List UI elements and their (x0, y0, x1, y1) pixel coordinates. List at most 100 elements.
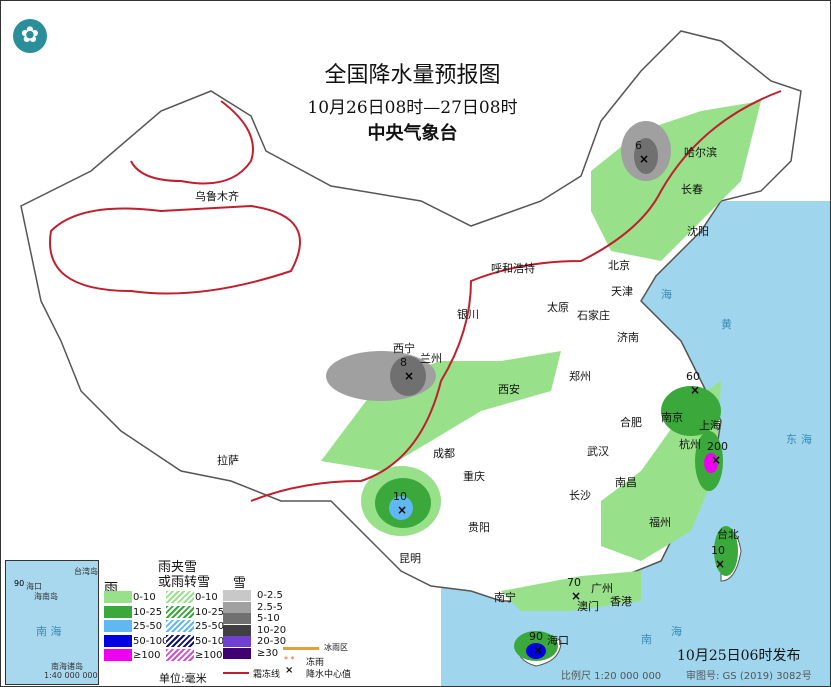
snow-range: 0-2.5 (257, 590, 283, 601)
sea-label: 海 (671, 625, 682, 638)
city-label: 长沙 (569, 489, 591, 502)
precip-center-value: 10 (711, 544, 725, 557)
rain-range: ≥100 (133, 650, 161, 661)
city-label: 海口 (547, 634, 569, 647)
sleet-swatch (166, 591, 194, 603)
sea-label: 东 (786, 433, 797, 446)
city-label: 福州 (649, 516, 671, 529)
city-label: 天津 (611, 285, 633, 298)
precip-center-value: 8 (400, 356, 407, 369)
inset-label: 台湾岛 (74, 567, 98, 576)
city-label: 银川 (457, 308, 479, 321)
city-label: 贵阳 (468, 521, 490, 534)
city-label: 南昌 (615, 476, 637, 489)
center-value-icon: × (285, 665, 294, 676)
city-label: 拉萨 (217, 454, 239, 467)
city-label: 南京 (661, 411, 683, 424)
scale: 比例尺 1:20 000 000 (561, 671, 662, 682)
precip-center-value: 90 (529, 630, 543, 643)
city-label: 武汉 (587, 445, 609, 458)
city-label: 香港 (610, 595, 632, 608)
city-label: 广州 (591, 582, 613, 595)
precip-center-icon: × (690, 383, 701, 397)
cma-logo-icon: ✿ (13, 19, 47, 53)
precip-center-value: 6 (635, 139, 642, 152)
city-label: 台北 (717, 528, 739, 541)
legend-snow-title: 雪 (233, 576, 247, 591)
city-label: 重庆 (463, 470, 485, 483)
precip-center-icon: × (397, 503, 408, 517)
precip-center-icon: × (533, 643, 544, 657)
rain-range: 10-25 (133, 606, 163, 618)
city-label: 石家庄 (577, 309, 610, 322)
rain-range: 50-100 (133, 635, 169, 647)
snow-range: 20-30 (257, 636, 287, 647)
precip-center-icon: × (711, 453, 722, 467)
city-label: 杭州 (679, 438, 701, 451)
city-label: 合肥 (620, 416, 642, 429)
city-label: 兰州 (420, 352, 442, 365)
inset-label: 南 海 (36, 625, 62, 638)
city-label: 太原 (547, 301, 569, 314)
city-label: 长春 (681, 183, 703, 196)
precip-center-icon: × (639, 152, 650, 166)
snow-swatch (223, 624, 251, 636)
snow-range: 2.5-5 (257, 601, 283, 613)
rain-range: 25-50 (133, 621, 163, 632)
snow-range: 10-20 (257, 624, 287, 636)
sleet-range: 25-50 (195, 621, 225, 632)
city-label: 北京 (608, 259, 630, 272)
rain-range: 0-10 (133, 592, 156, 603)
snow-range: ≥30 (257, 647, 279, 659)
inset-scale: 1:40 000 000 (44, 671, 98, 680)
snow-swatch (223, 590, 251, 601)
precip-center-icon: × (404, 369, 415, 383)
city-label: 上海 (699, 419, 721, 432)
rain-swatch (104, 591, 132, 603)
freezing-line (49, 90, 782, 502)
precip-areas (321, 101, 761, 661)
city-label: 西宁 (393, 342, 415, 355)
rain-swatch (104, 649, 132, 661)
center-value-label: 降水中心值 (306, 670, 352, 680)
precip-center-icon: × (715, 557, 726, 571)
map-title: 全国降水量预报图 (324, 63, 501, 88)
snow-swatch (223, 636, 251, 647)
city-label: 郑州 (569, 370, 591, 383)
sleet-swatch (166, 620, 194, 632)
freezing-line-label: 霜冻线 (253, 670, 281, 680)
sea-label: 南 (641, 633, 652, 646)
sea-label: 黄 (721, 318, 732, 331)
city-label: 呼和浩特 (491, 262, 535, 275)
rain-snow-line-label: 冰雨区 (324, 643, 348, 652)
snow-swatch (223, 647, 251, 659)
freezing-line-icon (223, 672, 249, 674)
city-label: 成都 (433, 447, 455, 460)
sleet-swatch (166, 634, 194, 647)
precip-center-value: 60 (686, 370, 700, 383)
publish-time: 10月25日06时发布 (677, 648, 801, 664)
city-label: 济南 (617, 331, 639, 344)
sleet-range: 50-100 (195, 635, 231, 647)
city-label: 澳门 (577, 600, 599, 613)
city-label: 沈阳 (687, 225, 709, 238)
rain-snow-line-icon (283, 647, 319, 650)
sleet-swatch (166, 605, 194, 618)
city-label: 哈尔滨 (684, 146, 717, 159)
snow-swatch (223, 613, 251, 624)
rain-swatch (104, 634, 132, 647)
city-label: 西安 (498, 383, 520, 396)
precip-center-value: 200 (707, 440, 728, 453)
snow-swatch (223, 601, 251, 613)
inset-label: 海口 (26, 582, 42, 591)
city-label: 昆明 (399, 552, 421, 565)
unit-label: 单位:毫米 (159, 672, 207, 685)
snow-range: 5-10 (257, 613, 280, 624)
rain-swatch (104, 605, 132, 618)
sleet-range: 10-25 (195, 606, 225, 618)
forecast-period: 10月26日08时—27日08时 (307, 98, 518, 118)
south-china-sea-inset: 海口 海南岛 台湾岛 南 海 南海诸岛 1:40 000 000 90 (5, 560, 99, 685)
precip-center-value: 10 (393, 490, 407, 503)
city-label: 乌鲁木齐 (195, 190, 239, 203)
